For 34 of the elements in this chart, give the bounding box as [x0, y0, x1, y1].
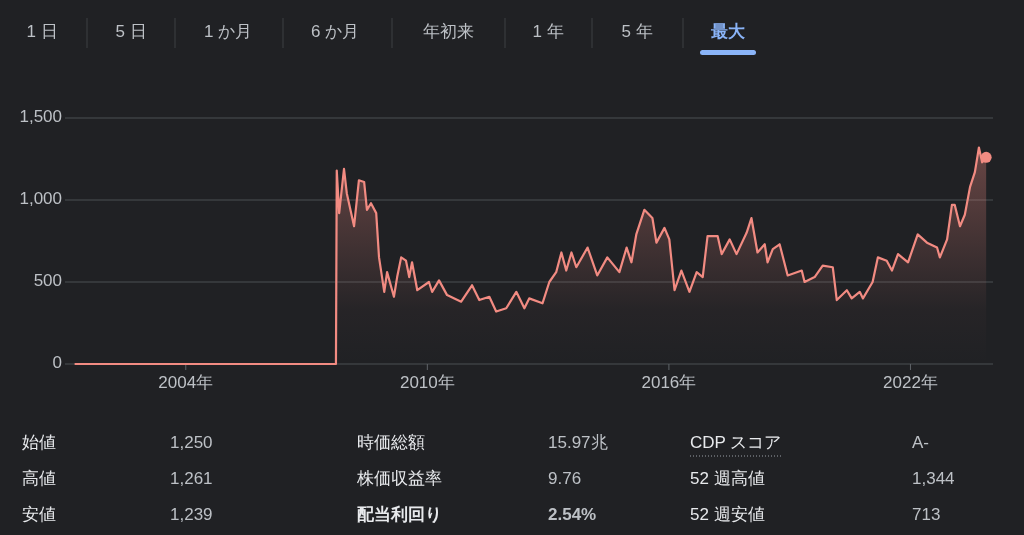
- text: 1,344: [912, 469, 955, 489]
- y-tick-label: 1,000: [19, 189, 62, 209]
- text: 始値: [22, 433, 56, 453]
- text: 2.54%: [548, 505, 597, 525]
- text: 713: [912, 505, 941, 525]
- x-tick-label: 2004年: [158, 373, 214, 393]
- text: 1,261: [170, 469, 213, 489]
- y-tick-label: 1,500: [19, 107, 62, 127]
- text: 高値: [22, 469, 56, 489]
- text: 6 か月: [310, 22, 360, 42]
- y-tick-label: 500: [33, 271, 62, 291]
- text: 52 週安値: [690, 505, 765, 525]
- text: 安値: [22, 505, 56, 525]
- text: 15.97兆: [548, 433, 608, 453]
- text: 株価収益率: [356, 469, 442, 489]
- text: 52 週高値: [690, 469, 765, 489]
- text: 5 年: [621, 22, 653, 42]
- x-tick-label: 2016年: [641, 373, 697, 393]
- text: 1 日: [26, 22, 58, 42]
- text: 1 か月: [203, 22, 253, 42]
- text: CDP スコア: [690, 433, 782, 453]
- text: 5 日: [115, 22, 147, 42]
- x-tick-label: 2022年: [883, 373, 938, 393]
- text: 配当利回り: [357, 505, 442, 525]
- text: A-: [912, 433, 929, 453]
- text: 9.76: [548, 469, 582, 489]
- text: 1,250: [170, 433, 213, 453]
- text: 年初来: [422, 22, 474, 42]
- text: 最大: [710, 22, 746, 42]
- x-tick-label: 2010年: [399, 373, 455, 393]
- text: 1 年: [532, 22, 564, 42]
- y-tick-label: 0: [52, 353, 62, 373]
- text: 時価総額: [357, 433, 425, 453]
- text: 1,239: [170, 505, 213, 525]
